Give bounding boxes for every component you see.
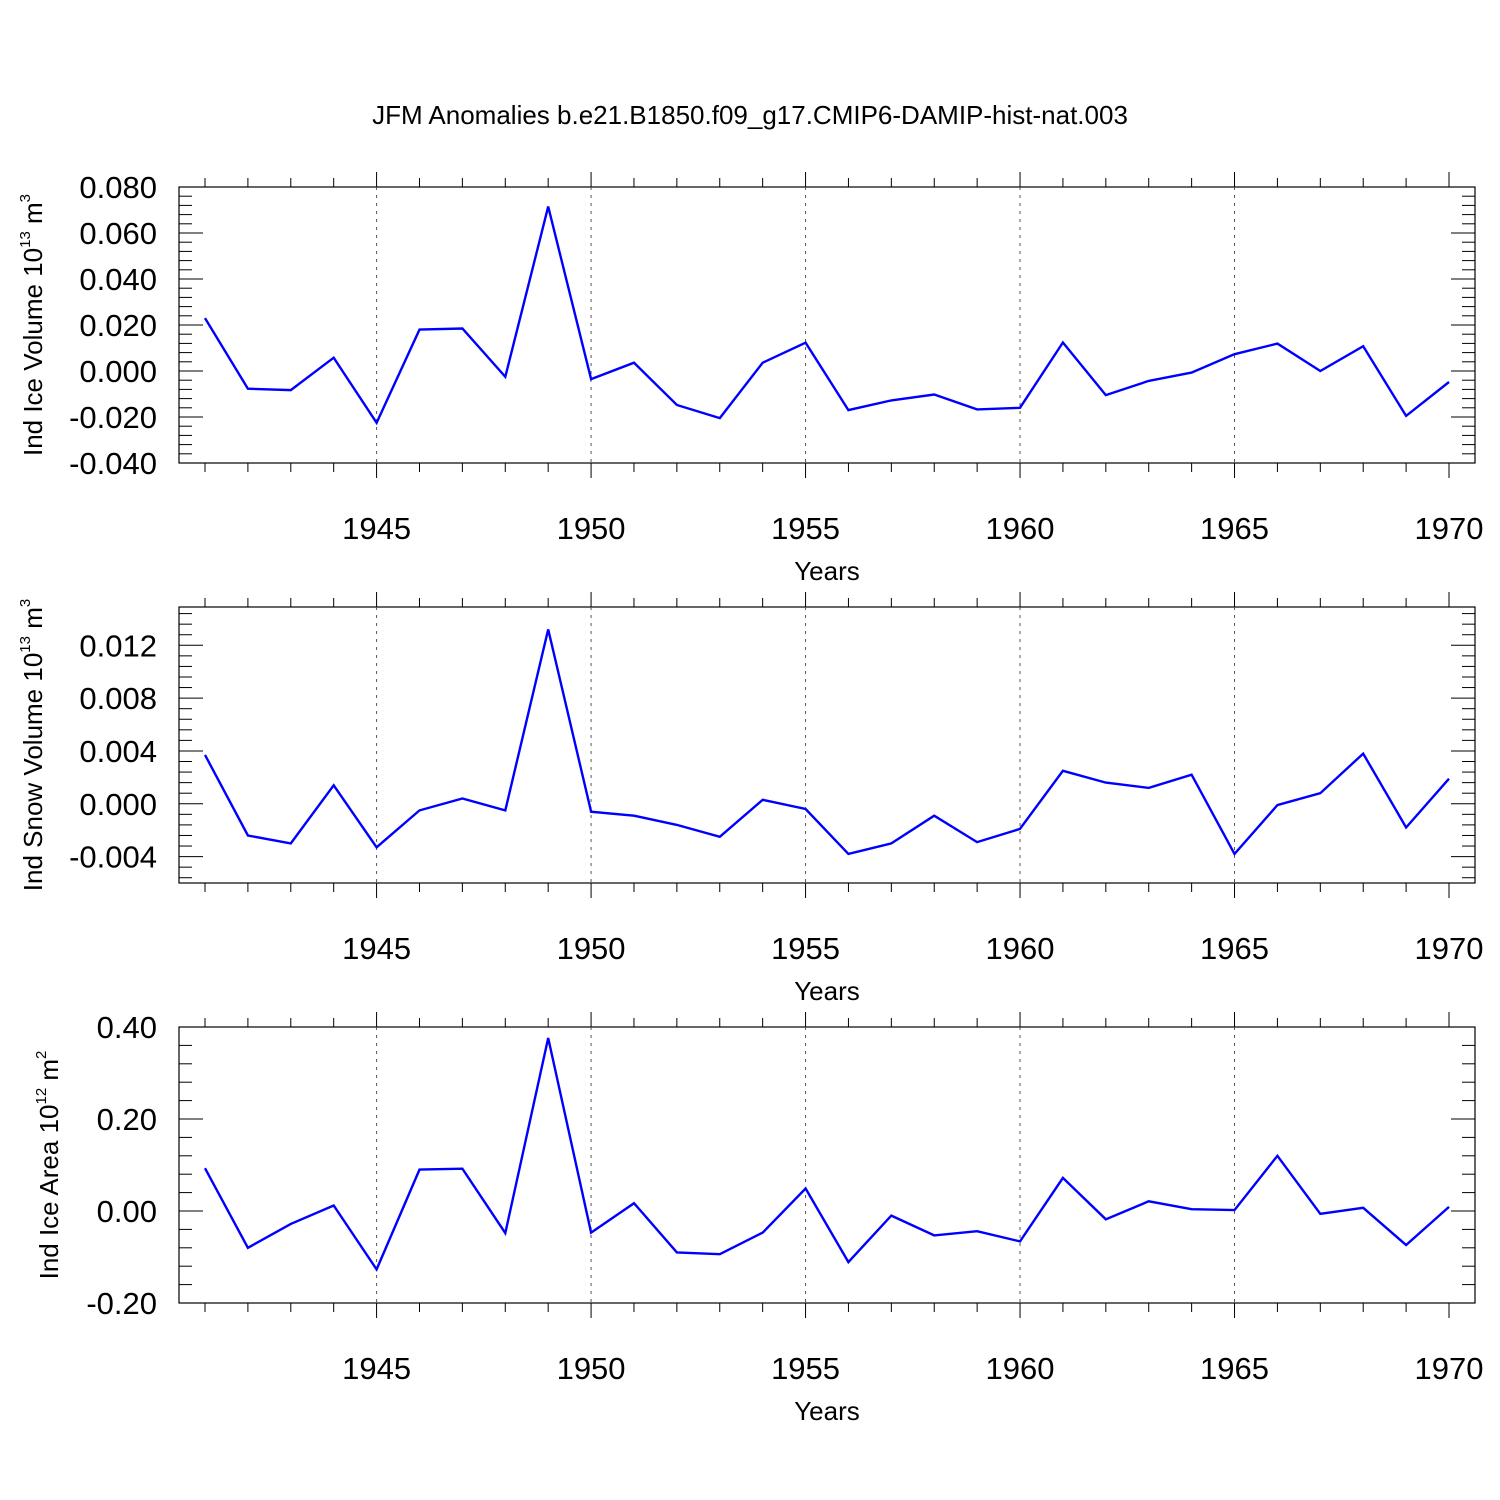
x-tick-label: 1945 bbox=[342, 511, 411, 546]
x-tick-label: 1950 bbox=[557, 1351, 626, 1386]
y-tick-label: 0.004 bbox=[79, 734, 157, 769]
y-tick-label: 0.000 bbox=[79, 354, 157, 389]
x-axis-label: Years bbox=[794, 976, 860, 1006]
x-tick-label: 1970 bbox=[1415, 1351, 1484, 1386]
y-axis-label: Ind Snow Volume 1013 m3 bbox=[17, 599, 48, 891]
x-tick-label: 1960 bbox=[986, 931, 1055, 966]
series-line bbox=[203, 1037, 1450, 1272]
x-tick-label: 1960 bbox=[986, 511, 1055, 546]
x-tick-label: 1950 bbox=[557, 511, 626, 546]
y-tick-label: 0.008 bbox=[79, 681, 157, 716]
x-tick-label: 1950 bbox=[557, 931, 626, 966]
x-axis-label: Years bbox=[794, 1396, 860, 1426]
x-tick-label: 1945 bbox=[342, 931, 411, 966]
chart-title: JFM Anomalies b.e21.B1850.f09_g17.CMIP6-… bbox=[372, 100, 1128, 130]
y-tick-label: -0.20 bbox=[86, 1286, 157, 1321]
panel-snow-volume: -0.004 0.000 0.004 0.008 0.012 1945 1950 1955 19… bbox=[17, 592, 1483, 1006]
panel-ice-area: -0.20 0.00 0.20 0.40 1945 1950 1955 1960 1965 197… bbox=[33, 1010, 1483, 1426]
x-tick-label: 1970 bbox=[1415, 931, 1484, 966]
y-tick-label: 0.012 bbox=[79, 628, 157, 663]
y-tick-label: 0.060 bbox=[79, 216, 157, 251]
y-tick-label: -0.020 bbox=[69, 400, 157, 435]
x-tick-label: 1965 bbox=[1200, 511, 1269, 546]
x-tick-label: 1965 bbox=[1200, 931, 1269, 966]
y-tick-label: 0.080 bbox=[79, 170, 157, 205]
x-tick-label: 1955 bbox=[771, 931, 840, 966]
y-tick-label: -0.040 bbox=[69, 446, 157, 481]
y-tick-label: -0.004 bbox=[69, 840, 157, 875]
plot-frame bbox=[178, 1026, 1476, 1304]
x-tick-label: 1945 bbox=[342, 1351, 411, 1386]
y-axis-label: Ind Ice Volume 1013 m3 bbox=[17, 194, 48, 456]
x-tick-label: 1970 bbox=[1415, 511, 1484, 546]
y-axis-label: Ind Ice Area 1012 m2 bbox=[33, 1051, 64, 1280]
x-axis-label: Years bbox=[794, 556, 860, 586]
x-tick-label: 1965 bbox=[1200, 1351, 1269, 1386]
y-tick-label: 0.00 bbox=[97, 1194, 157, 1229]
y-tick-label: 0.20 bbox=[97, 1102, 157, 1137]
x-tick-label: 1955 bbox=[771, 1351, 840, 1386]
plot-frame bbox=[178, 186, 1476, 464]
y-tick-label: 0.000 bbox=[79, 787, 157, 822]
y-tick-label: 0.040 bbox=[79, 262, 157, 297]
series-line bbox=[203, 629, 1450, 856]
y-tick-label: 0.020 bbox=[79, 308, 157, 343]
x-tick-label: 1955 bbox=[771, 511, 840, 546]
plot-frame bbox=[178, 606, 1476, 884]
panel-ice-volume: -0.040 -0.020 0.000 0.020 0.040 0.060 0.080 194… bbox=[17, 170, 1483, 586]
series-line bbox=[203, 206, 1450, 426]
y-tick-label: 0.40 bbox=[97, 1010, 157, 1045]
x-tick-label: 1960 bbox=[986, 1351, 1055, 1386]
